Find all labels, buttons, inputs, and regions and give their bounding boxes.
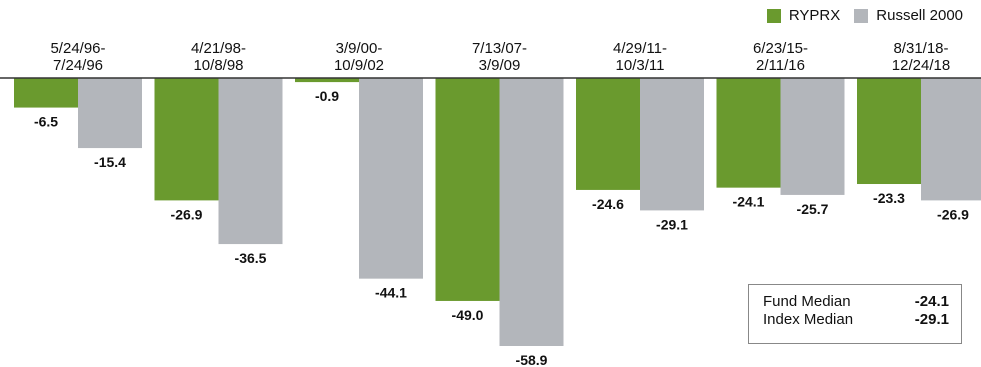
period-label: 7/13/07- 3/9/09	[471, 40, 528, 74]
data-label-ryprx: -26.9	[171, 206, 203, 222]
median-box: Fund Median -24.1 Index Median -29.1	[748, 284, 962, 344]
legend-swatch-ryprx	[766, 8, 781, 23]
fund-median-value: -24.1	[914, 293, 949, 310]
bar-ryprx	[14, 78, 78, 108]
data-label-russell-2000: -58.9	[516, 352, 548, 367]
index-median-row: Index Median -29.1	[763, 311, 949, 329]
bar-ryprx	[295, 78, 359, 83]
bar-russell-2000	[499, 78, 564, 346]
bar-russell-2000	[640, 78, 704, 211]
data-label-russell-2000: -26.9	[937, 206, 969, 222]
bar-ryprx	[435, 78, 500, 301]
data-label-ryprx: -6.5	[34, 114, 58, 130]
fund-median-row: Fund Median -24.1	[763, 293, 949, 311]
legend-item-ryprx: RYPRX	[766, 7, 841, 24]
data-label-russell-2000: -36.5	[235, 250, 267, 266]
fund-median-label: Fund Median	[763, 293, 851, 310]
bar-ryprx	[857, 78, 921, 185]
bar-russell-2000	[218, 78, 283, 245]
bar-ryprx	[154, 78, 219, 201]
data-label-ryprx: -49.0	[452, 307, 484, 323]
legend-item-russell-2000: Russell 2000	[854, 7, 963, 24]
period-label: 6/23/15- 2/11/16	[752, 40, 809, 74]
bar-russell-2000	[359, 78, 423, 279]
bar-russell-2000	[921, 78, 981, 201]
index-median-label: Index Median	[763, 311, 854, 328]
data-label-ryprx: -24.1	[733, 194, 765, 210]
data-label-ryprx: -0.9	[315, 88, 339, 104]
legend-label-russell-2000: Russell 2000	[876, 7, 963, 24]
period-label: 3/9/00- 10/9/02	[333, 40, 385, 74]
bar-russell-2000	[780, 78, 845, 195]
legend-swatch-russell-2000	[854, 8, 869, 23]
data-label-ryprx: -23.3	[873, 190, 905, 206]
bar-russell-2000	[78, 78, 142, 149]
data-label-russell-2000: -29.1	[656, 216, 688, 232]
period-label: 8/31/18- 12/24/18	[891, 40, 951, 74]
bar-ryprx	[576, 78, 640, 190]
data-label-russell-2000: -25.7	[797, 201, 829, 217]
data-label-russell-2000: -15.4	[94, 154, 126, 170]
period-label: 4/29/11- 10/3/11	[613, 40, 667, 74]
period-label: 5/24/96- 7/24/96	[50, 40, 106, 74]
period-label: 4/21/98- 10/8/98	[190, 40, 247, 74]
legend-label-ryprx: RYPRX	[788, 7, 841, 24]
legend: RYPRX Russell 2000	[753, 7, 963, 24]
data-label-russell-2000: -44.1	[375, 285, 407, 301]
data-label-ryprx: -24.6	[592, 196, 624, 212]
bar-ryprx	[716, 78, 781, 188]
index-median-value: -29.1	[914, 311, 949, 328]
